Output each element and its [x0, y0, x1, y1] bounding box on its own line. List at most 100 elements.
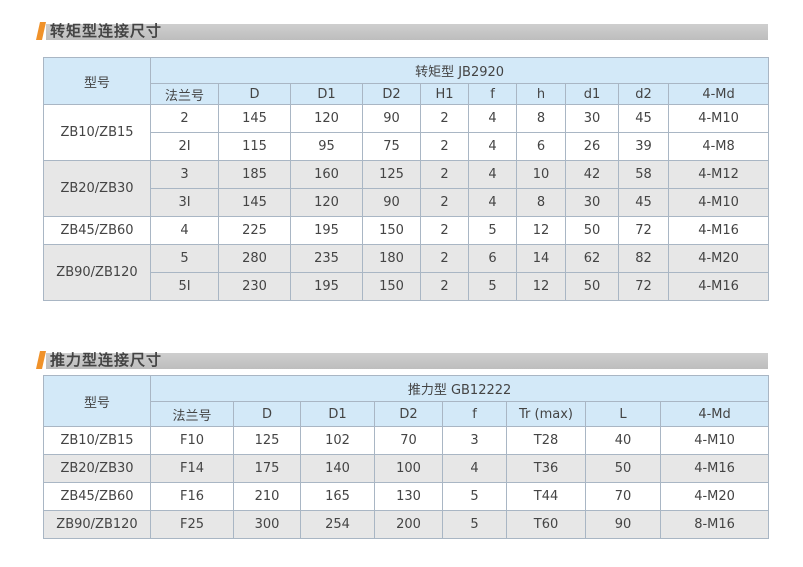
data-cell: 254 [300, 510, 375, 539]
data-cell: 4-M10 [659, 426, 770, 455]
data-cell: 40 [585, 426, 661, 455]
data-cell: 12 [516, 272, 566, 301]
data-cell: 4 [150, 216, 219, 245]
table-row: ZB20/ZB30 F14 175 140 100 4 T36 50 4-M16 [43, 454, 770, 483]
torque-table: 型号 转矩型 JB2920 法兰号 D D1 D2 H1 f h d1 d2 4-Md ZB10/ZB1… [43, 57, 770, 301]
data-cell: 8 [516, 104, 566, 133]
data-cell: 100 [374, 454, 443, 483]
data-cell: T36 [506, 454, 586, 483]
data-cell: 2I [150, 132, 219, 161]
data-cell: 145 [218, 104, 291, 133]
data-cell: 3I [150, 188, 219, 217]
section-bar [46, 24, 768, 40]
data-cell: 72 [618, 272, 669, 301]
data-cell: 6 [468, 244, 517, 273]
data-cell: 2 [420, 132, 469, 161]
data-cell: 75 [362, 132, 421, 161]
data-cell: 4-M16 [659, 454, 770, 483]
table-row: ZB20/ZB30 3 185 160 125 2 4 10 42 58 4-M12 [43, 160, 770, 217]
data-cell: F16 [150, 482, 234, 511]
thrust-table: 型号 推力型 GB12222 法兰号 D D1 D2 f Tr (max) L 4-Md ZB10/… [43, 375, 770, 539]
model-cell: ZB90/ZB120 [43, 244, 151, 301]
data-cell: 3 [442, 426, 507, 455]
data-cell: T28 [506, 426, 586, 455]
data-cell: 30 [565, 104, 619, 133]
table-row: ZB10/ZB15 F10 125 102 70 3 T28 40 4-M10 [43, 426, 770, 455]
data-cell: 2 [420, 188, 469, 217]
table-row: 2I 115 95 75 2 4 6 26 39 4-M8 [44, 132, 770, 161]
data-cell: 2 [420, 160, 469, 189]
data-cell: 4 [468, 104, 517, 133]
data-cell: 185 [218, 160, 291, 189]
data-cell: 39 [618, 132, 669, 161]
table-row: ZB10/ZB15 2 145 120 90 2 4 8 30 45 4-M10 [43, 104, 770, 161]
model-cell: ZB10/ZB15 [43, 426, 151, 455]
data-cell: 120 [290, 104, 363, 133]
data-cell: 4-M16 [667, 216, 770, 245]
data-cell: 5I [150, 272, 219, 301]
data-cell: 145 [218, 188, 291, 217]
data-cell: 120 [290, 188, 363, 217]
model-cell: ZB45/ZB60 [43, 216, 151, 245]
data-cell: 5 [468, 216, 517, 245]
data-cell: 4 [468, 132, 517, 161]
data-cell: 72 [618, 216, 669, 245]
column-header: D [218, 83, 291, 105]
data-cell: 175 [233, 454, 301, 483]
data-cell: 42 [565, 160, 619, 189]
column-header: L [585, 401, 661, 427]
section-header-thrust: 推力型连接尺寸 [36, 351, 768, 369]
data-cell: 5 [442, 482, 507, 511]
data-cell: 70 [585, 482, 661, 511]
data-cell: 50 [565, 216, 619, 245]
data-cell: 70 [374, 426, 443, 455]
data-cell: 280 [218, 244, 291, 273]
data-cell: 235 [290, 244, 363, 273]
column-header: d2 [618, 83, 669, 105]
section-header-torque: 转矩型连接尺寸 [36, 22, 768, 40]
data-cell: 180 [362, 244, 421, 273]
data-cell: 140 [300, 454, 375, 483]
column-header: H1 [420, 83, 469, 105]
data-cell: 130 [374, 482, 443, 511]
section-title: 推力型连接尺寸 [50, 351, 163, 369]
data-cell: 90 [362, 188, 421, 217]
data-cell: 230 [218, 272, 291, 301]
data-cell: 4 [468, 160, 517, 189]
data-cell: 90 [585, 510, 661, 539]
column-header: 4-Md [667, 83, 770, 105]
data-cell: 4 [442, 454, 507, 483]
data-cell: 5 [468, 272, 517, 301]
data-cell: 50 [565, 272, 619, 301]
table-row: ZB45/ZB60 F16 210 165 130 5 T44 70 4-M20 [43, 482, 770, 511]
model-cell: ZB10/ZB15 [43, 104, 151, 161]
data-cell: 4-M10 [667, 188, 770, 217]
model-cell: ZB20/ZB30 [43, 160, 151, 217]
column-header: D2 [374, 401, 443, 427]
table-row: 3I 145 120 90 2 4 8 30 45 4-M10 [44, 188, 770, 217]
data-cell: 150 [362, 272, 421, 301]
column-header: d1 [565, 83, 619, 105]
model-cell: ZB45/ZB60 [43, 482, 151, 511]
model-header: 型号 [43, 375, 151, 427]
data-cell: 2 [150, 104, 219, 133]
data-cell: 4 [468, 188, 517, 217]
data-cell: 195 [290, 272, 363, 301]
column-header: 4-Md [659, 401, 770, 427]
section-title: 转矩型连接尺寸 [50, 22, 163, 40]
data-cell: 115 [218, 132, 291, 161]
data-cell: 160 [290, 160, 363, 189]
data-cell: 125 [233, 426, 301, 455]
data-cell: 195 [290, 216, 363, 245]
data-cell: 150 [362, 216, 421, 245]
data-cell: 8 [516, 188, 566, 217]
table-row: 5I 230 195 150 2 5 12 50 72 4-M16 [44, 272, 770, 301]
table-row: ZB45/ZB60 4 225 195 150 2 5 12 50 72 4-M16 [43, 216, 770, 245]
section-bar [46, 353, 768, 369]
orange-slash-icon [36, 22, 46, 40]
column-header: Tr (max) [506, 401, 586, 427]
data-cell: 2 [420, 272, 469, 301]
data-cell: T44 [506, 482, 586, 511]
data-cell: 3 [150, 160, 219, 189]
data-cell: 90 [362, 104, 421, 133]
